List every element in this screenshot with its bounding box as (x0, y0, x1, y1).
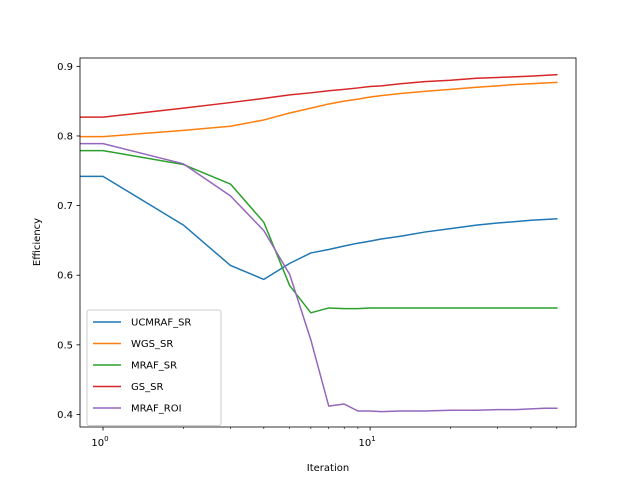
legend-label-mraf-sr: MRAF_SR (131, 361, 177, 372)
legend-label-gs-sr: GS_SR (131, 382, 163, 393)
series-line-mraf-roi (80, 142, 558, 413)
series-line-ucmraf-sr (80, 175, 558, 281)
y-tick-label: 0.7 (57, 201, 73, 212)
legend-label-mraf-roi: MRAF_ROI (131, 404, 182, 415)
legend-box (86, 309, 222, 426)
series-line-mraf-sr (80, 149, 558, 314)
x-axis-label: Iteration (307, 463, 349, 474)
y-tick-label: 0.6 (57, 271, 73, 282)
legend-label-wgs-sr: WGS_SR (131, 339, 173, 350)
plot-area (80, 73, 558, 413)
y-tick-label: 0.4 (57, 410, 73, 421)
series-line-wgs-sr (80, 81, 558, 138)
x-axis: 100 101 (91, 427, 558, 449)
x-tick-label: 100 (91, 435, 108, 449)
y-axis-label: Efficiency (32, 218, 43, 266)
series-line-gs-sr (80, 73, 558, 118)
legend: UCMRAF_SR WGS_SR MRAF_SR GS_SR MRAF_ROI (86, 309, 222, 426)
legend-label-ucmraf-sr: UCMRAF_SR (131, 318, 191, 329)
x-tick-label: 101 (359, 435, 376, 449)
axes-frame (79, 57, 577, 428)
y-tick-label: 0.5 (57, 340, 73, 351)
y-axis: 0.4 0.5 0.6 0.7 0.8 0.9 (57, 62, 80, 421)
y-tick-label: 0.8 (57, 131, 73, 142)
y-tick-label: 0.9 (57, 62, 73, 73)
